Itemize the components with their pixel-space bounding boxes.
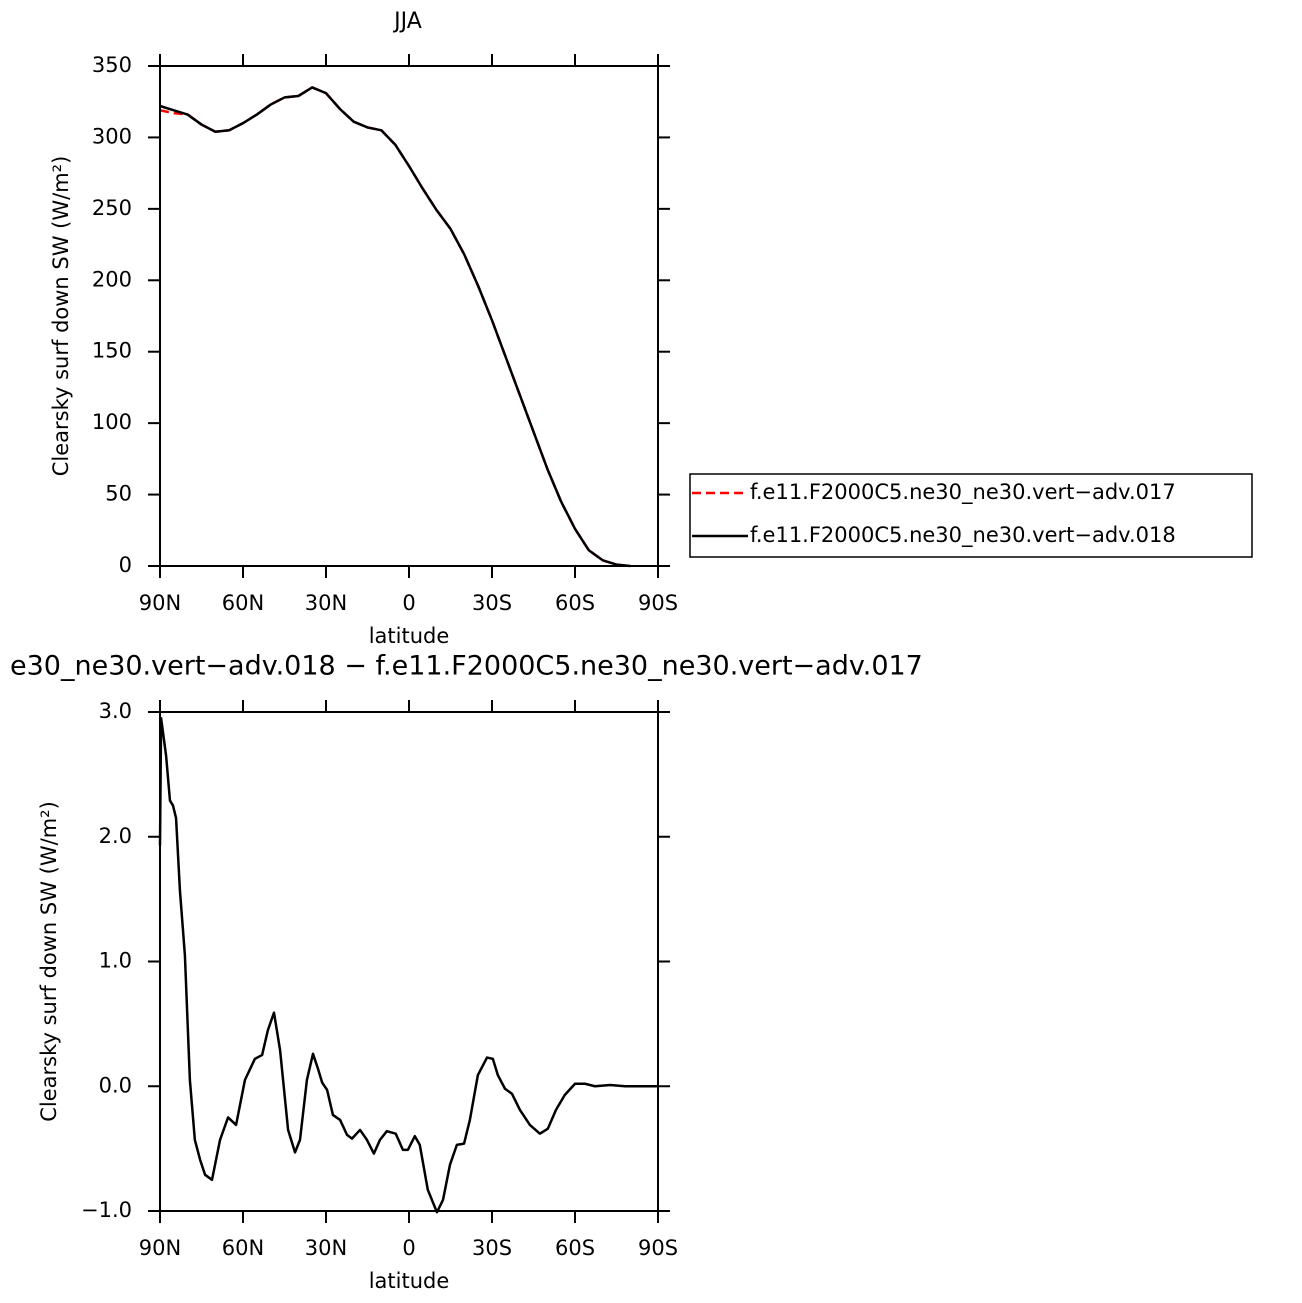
x-tick-label: 30N (305, 591, 347, 615)
x-tick-label: 60S (555, 1236, 595, 1260)
y-tick-label: −1.0 (81, 1198, 132, 1222)
x-tick-label: 90N (139, 1236, 181, 1260)
y-tick-label: 0 (119, 553, 132, 577)
x-tick-label: 60N (222, 1236, 264, 1260)
x-axis-label: latitude (369, 1269, 450, 1293)
y-tick-label: 300 (92, 124, 132, 148)
x-tick-label: 30N (305, 1236, 347, 1260)
plot-frame (159, 65, 659, 567)
data-line (159, 86, 631, 568)
x-tick-label: 90S (638, 591, 678, 615)
x-tick-label: 90N (139, 591, 181, 615)
y-tick-label: 150 (92, 339, 132, 363)
x-axis-label: latitude (369, 624, 450, 648)
y-axis-label: Clearsky surf down SW (W/m²) (37, 801, 61, 1122)
legend-label: f.e11.F2000C5.ne30_ne30.vert−adv.018 (750, 523, 1176, 548)
y-tick-label: 0.0 (99, 1073, 132, 1097)
legend-box (689, 473, 1253, 558)
y-axis-label: Clearsky surf down SW (W/m²) (49, 156, 73, 477)
x-tick-label: 60S (555, 591, 595, 615)
data-line (159, 86, 631, 568)
y-tick-label: 2.0 (99, 824, 132, 848)
y-tick-label: 200 (92, 267, 132, 291)
y-tick-label: 350 (92, 53, 132, 77)
chart-title: e30_ne30.vert−adv.018 − f.e11.F2000C5.ne… (10, 651, 923, 682)
x-tick-label: 90S (638, 1236, 678, 1260)
y-tick-label: 1.0 (99, 949, 132, 973)
x-tick-label: 30S (472, 591, 512, 615)
y-tick-label: 3.0 (99, 699, 132, 723)
y-tick-label: 100 (92, 410, 132, 434)
legend-label: f.e11.F2000C5.ne30_ne30.vert−adv.017 (750, 480, 1176, 505)
data-line (158, 716, 658, 1214)
x-tick-label: 30S (472, 1236, 512, 1260)
y-tick-label: 50 (105, 482, 132, 506)
x-tick-label: 0 (402, 1236, 415, 1260)
x-tick-label: 0 (402, 591, 415, 615)
chart-title: JJA (392, 9, 422, 34)
plot-frame (159, 711, 659, 1212)
x-tick-label: 60N (222, 591, 264, 615)
y-tick-label: 250 (92, 196, 132, 220)
